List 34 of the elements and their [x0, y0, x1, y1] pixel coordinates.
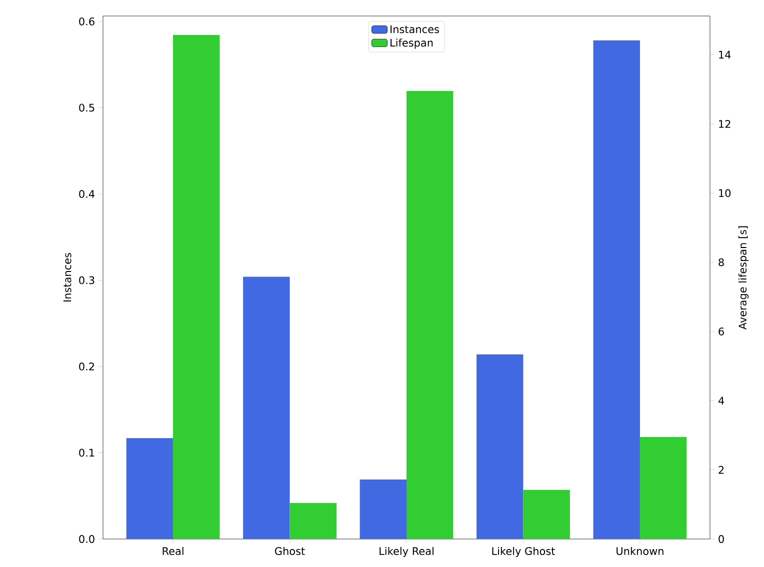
bar: [243, 276, 290, 539]
y2-tick-label: 8: [718, 258, 724, 266]
bar: [640, 436, 687, 539]
y-tick-label: 0.1: [79, 448, 94, 457]
y-axis-title: Instances: [63, 253, 72, 302]
y2-tick-label: 2: [718, 466, 724, 474]
y-tick-label: 0.6: [79, 17, 94, 26]
bar: [126, 438, 174, 539]
bar: [476, 354, 524, 539]
bar: [523, 490, 570, 539]
y-tick-label: 0.0: [79, 535, 94, 543]
x-tick-label: Ghost: [275, 546, 305, 556]
legend-label: Lifespan: [390, 38, 433, 49]
bar: [173, 35, 220, 539]
x-tick-label: Likely Ghost: [492, 546, 555, 558]
bar: [593, 40, 640, 539]
legend-label: Instances: [390, 25, 439, 34]
y2-tick-label: 6: [718, 328, 724, 336]
y2-tick-label: 0: [718, 535, 724, 543]
bar: [290, 503, 336, 539]
x-tick-label: Unknown: [616, 546, 664, 556]
y2-tick-label: 14: [719, 50, 731, 59]
x-tick-label: Likely Real: [380, 546, 434, 558]
y2-tick-label: 4: [718, 396, 724, 404]
y2-tick-label: 12: [719, 120, 730, 128]
y-tick-label: 0.2: [79, 362, 94, 370]
y2-axis-title: Average lifespan [s]: [738, 226, 749, 330]
y-tick-label: 0.4: [79, 190, 94, 198]
bar: [406, 91, 454, 539]
y-tick-label: 0.5: [79, 104, 94, 112]
y-tick-label: 0.3: [79, 276, 94, 284]
x-tick-label: Real: [162, 546, 184, 556]
y2-tick-label: 10: [719, 189, 731, 198]
bar: [360, 479, 406, 539]
